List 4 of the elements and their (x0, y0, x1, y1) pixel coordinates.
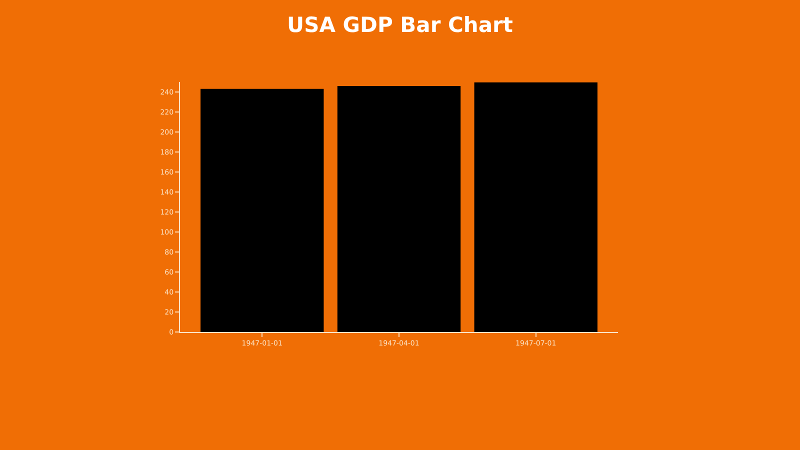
bar (474, 82, 598, 332)
chart-title: USA GDP Bar Chart (287, 13, 513, 38)
bar (337, 86, 461, 332)
bar (200, 88, 324, 332)
